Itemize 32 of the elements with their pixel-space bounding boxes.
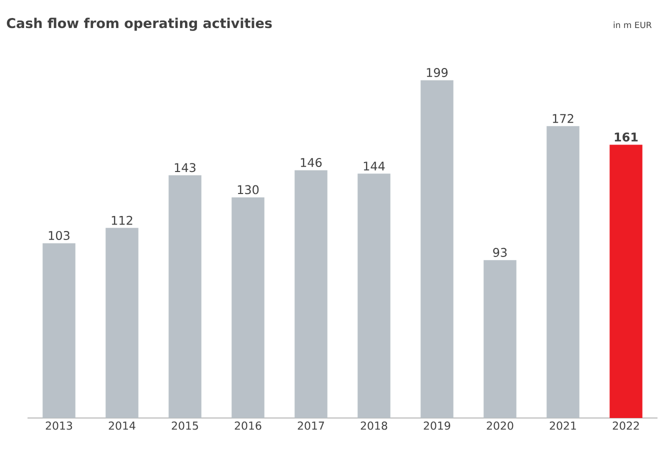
data-label: 112 (112, 216, 132, 225)
data-label: 172 (552, 114, 574, 123)
data-label: 144 (364, 162, 385, 170)
bar (232, 197, 264, 418)
x-tick-label: 2018 (360, 422, 388, 430)
data-label: 103 (48, 230, 70, 240)
data-label: 146 (300, 158, 322, 168)
data-label: 143 (174, 163, 196, 172)
data-label: 130 (238, 185, 259, 194)
data-label: 161 (614, 132, 638, 142)
bar (546, 126, 580, 418)
bar (42, 243, 76, 418)
bar (106, 228, 138, 418)
chart-title: Cash flow from operating activities (6, 18, 272, 31)
bar (168, 175, 202, 418)
x-tick-label: 2021 (550, 422, 576, 430)
x-tick-label: 2019 (424, 422, 450, 430)
chart-subtitle: in m EUR (614, 22, 652, 28)
x-tick-label: 2022 (612, 422, 639, 430)
x-tick-label: 2017 (298, 422, 324, 430)
x-tick-label: 2014 (108, 422, 136, 430)
bar (484, 260, 516, 418)
bar (294, 170, 328, 418)
x-tick-label: 2013 (46, 422, 72, 430)
bar (610, 144, 642, 418)
data-label: 199 (426, 68, 448, 78)
x-tick-label: 2015 (172, 422, 198, 430)
bar (358, 174, 390, 418)
bar (420, 80, 454, 418)
data-label: 93 (493, 248, 507, 257)
x-tick-label: 2020 (486, 422, 514, 430)
x-tick-label: 2016 (234, 422, 262, 430)
